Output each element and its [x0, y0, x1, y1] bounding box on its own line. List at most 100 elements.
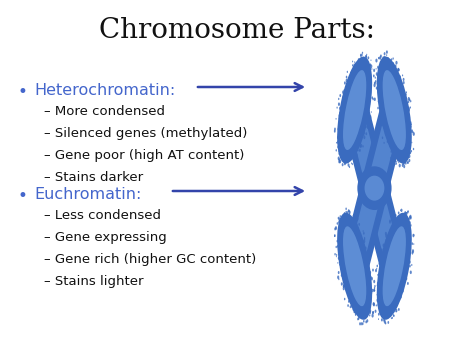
- Ellipse shape: [346, 78, 348, 82]
- Ellipse shape: [408, 97, 410, 101]
- Ellipse shape: [371, 277, 373, 280]
- Ellipse shape: [366, 315, 367, 317]
- Ellipse shape: [389, 143, 391, 146]
- Ellipse shape: [412, 234, 414, 237]
- Ellipse shape: [381, 62, 382, 64]
- Ellipse shape: [338, 114, 341, 118]
- Ellipse shape: [374, 310, 376, 313]
- Ellipse shape: [354, 310, 355, 313]
- Ellipse shape: [376, 72, 378, 76]
- Ellipse shape: [386, 54, 387, 56]
- Ellipse shape: [338, 133, 339, 136]
- Ellipse shape: [377, 284, 378, 286]
- Ellipse shape: [391, 142, 392, 144]
- Ellipse shape: [378, 304, 380, 306]
- Ellipse shape: [340, 147, 342, 151]
- Ellipse shape: [408, 218, 410, 221]
- Ellipse shape: [363, 60, 365, 62]
- Ellipse shape: [405, 213, 406, 215]
- Ellipse shape: [373, 311, 374, 314]
- Ellipse shape: [338, 158, 340, 161]
- Ellipse shape: [363, 239, 365, 243]
- Ellipse shape: [339, 94, 341, 97]
- Ellipse shape: [377, 294, 379, 298]
- Ellipse shape: [378, 92, 380, 94]
- Ellipse shape: [409, 138, 411, 142]
- Ellipse shape: [368, 267, 369, 269]
- Ellipse shape: [391, 310, 392, 312]
- Ellipse shape: [394, 219, 396, 223]
- Ellipse shape: [383, 126, 385, 129]
- Ellipse shape: [335, 226, 337, 230]
- Ellipse shape: [356, 224, 358, 226]
- Ellipse shape: [406, 263, 408, 266]
- Ellipse shape: [369, 99, 371, 102]
- Ellipse shape: [411, 242, 413, 245]
- Ellipse shape: [341, 218, 342, 220]
- Ellipse shape: [377, 274, 378, 276]
- Ellipse shape: [398, 308, 400, 311]
- Ellipse shape: [346, 211, 348, 215]
- Ellipse shape: [355, 313, 356, 315]
- Ellipse shape: [365, 55, 367, 57]
- Ellipse shape: [352, 163, 353, 165]
- Ellipse shape: [378, 86, 380, 89]
- Ellipse shape: [387, 321, 389, 324]
- Ellipse shape: [383, 226, 406, 306]
- Ellipse shape: [343, 285, 345, 288]
- Ellipse shape: [375, 59, 378, 62]
- Ellipse shape: [351, 306, 352, 308]
- Ellipse shape: [366, 54, 367, 56]
- Ellipse shape: [344, 81, 346, 84]
- Ellipse shape: [392, 62, 394, 65]
- Ellipse shape: [404, 212, 406, 214]
- Ellipse shape: [392, 58, 394, 60]
- Ellipse shape: [394, 69, 396, 73]
- Ellipse shape: [409, 260, 411, 264]
- Ellipse shape: [357, 166, 392, 210]
- Text: •: •: [18, 83, 28, 101]
- Text: – Gene expressing: – Gene expressing: [44, 231, 167, 244]
- Ellipse shape: [364, 136, 365, 139]
- Text: – Silenced genes (methylated): – Silenced genes (methylated): [44, 127, 247, 140]
- Ellipse shape: [343, 285, 345, 288]
- Ellipse shape: [369, 82, 371, 84]
- Ellipse shape: [347, 163, 349, 167]
- Ellipse shape: [359, 143, 361, 145]
- Ellipse shape: [399, 75, 401, 79]
- Ellipse shape: [383, 142, 385, 144]
- Ellipse shape: [381, 121, 383, 125]
- Ellipse shape: [341, 282, 343, 286]
- Ellipse shape: [380, 310, 381, 312]
- Ellipse shape: [383, 56, 384, 60]
- Ellipse shape: [391, 317, 392, 319]
- Ellipse shape: [348, 209, 350, 212]
- Ellipse shape: [346, 160, 347, 163]
- Ellipse shape: [350, 158, 351, 159]
- Ellipse shape: [358, 223, 360, 226]
- Ellipse shape: [407, 162, 408, 164]
- Ellipse shape: [354, 310, 356, 313]
- Ellipse shape: [337, 140, 339, 144]
- Ellipse shape: [336, 256, 337, 257]
- Ellipse shape: [409, 248, 411, 251]
- Ellipse shape: [337, 157, 340, 160]
- Ellipse shape: [375, 269, 377, 272]
- Ellipse shape: [408, 223, 410, 226]
- Ellipse shape: [364, 246, 365, 247]
- Ellipse shape: [366, 252, 367, 255]
- Ellipse shape: [337, 217, 339, 219]
- Ellipse shape: [413, 243, 414, 245]
- Ellipse shape: [374, 82, 376, 84]
- Ellipse shape: [339, 215, 341, 218]
- Ellipse shape: [395, 61, 398, 65]
- Ellipse shape: [394, 163, 396, 165]
- Ellipse shape: [396, 161, 397, 163]
- Ellipse shape: [364, 238, 365, 240]
- Ellipse shape: [411, 264, 412, 266]
- Ellipse shape: [338, 257, 340, 260]
- Ellipse shape: [413, 132, 415, 136]
- Ellipse shape: [383, 315, 385, 318]
- Text: Chromosome Parts:: Chromosome Parts:: [99, 17, 375, 44]
- Polygon shape: [342, 100, 407, 276]
